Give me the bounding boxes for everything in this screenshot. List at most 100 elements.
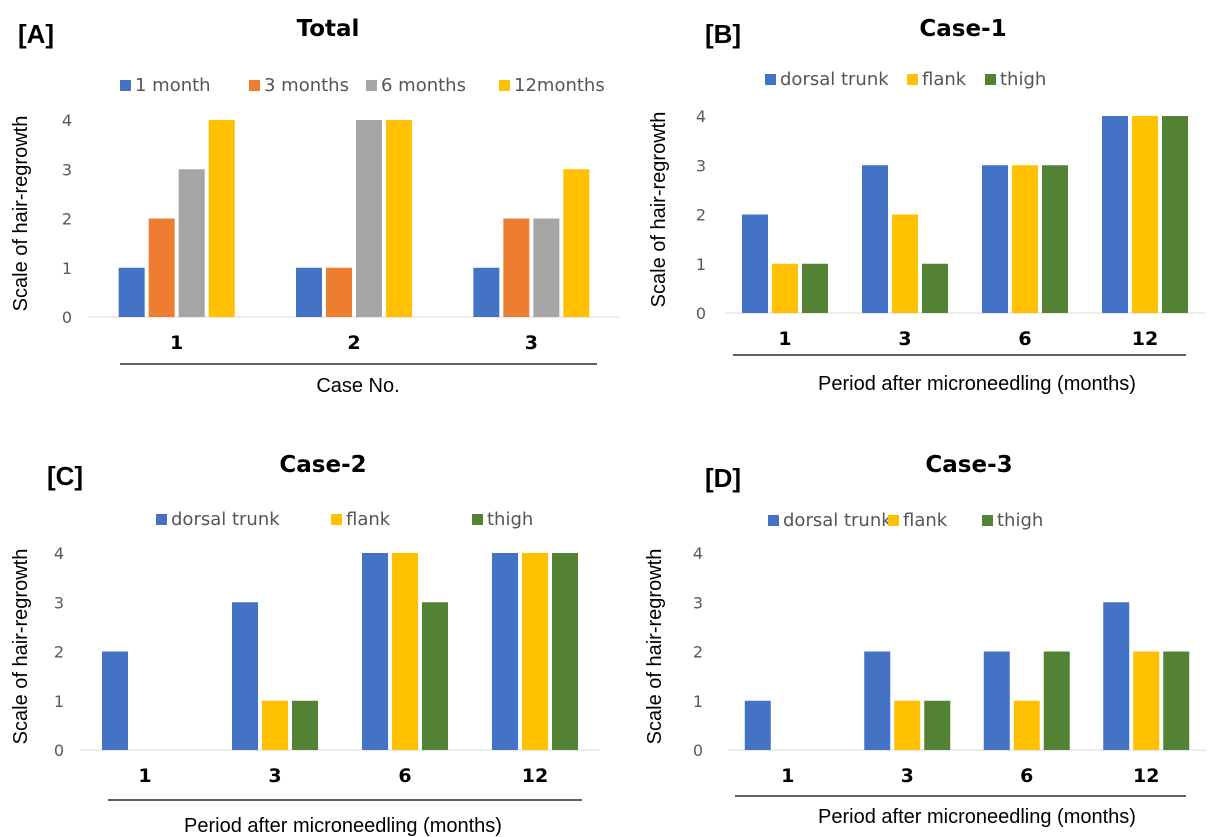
y-tick-label: 1 [62,259,72,278]
bar-thigh-6 [1043,651,1070,750]
bar-dorsal-trunk-3 [232,602,258,750]
bar-thigh-6 [422,602,448,750]
x-tick-label: 6 [1020,765,1033,787]
panel-letter: [B] [705,19,741,49]
bar-flank-3 [894,700,921,750]
legend-label: dorsal trunk [783,510,892,531]
y-tick-label: 2 [62,210,72,229]
bar-thigh-1 [802,263,828,313]
legend-swatch [982,515,993,526]
bar-dorsal-trunk-6 [362,553,388,750]
legend-swatch [499,80,510,91]
bar-thigh-3 [922,263,948,313]
bar-6-months-2 [356,120,382,317]
y-tick-label: 4 [54,544,64,563]
bar-dorsal-trunk-6 [983,651,1010,750]
y-axis: 0 1 2 3 4 [62,111,72,327]
bar-dorsal-trunk-1 [744,700,771,750]
legend: dorsal trunk flank thigh [765,69,1046,90]
bars [742,116,1188,313]
legend-label: 12months [514,75,605,96]
legend-label: dorsal trunk [171,509,280,530]
bar-flank-6 [392,553,418,750]
bar-flank-12 [1133,651,1160,750]
legend: dorsal trunk flank thigh [156,509,533,530]
x-tick-label: 12 [522,765,548,787]
bar-thigh-12 [552,553,578,750]
x-tick-label: 3 [525,332,538,354]
y-tick-label: 4 [696,107,706,126]
panel-letter: [A] [18,19,54,49]
legend-swatch [366,80,377,91]
bar-thigh-3 [924,700,951,750]
x-tick-label: 6 [398,765,411,787]
bar-dorsal-trunk-1 [102,651,128,750]
x-tick-label: 3 [901,765,914,787]
chart-title: Case-1 [919,16,1006,42]
legend-swatch [907,74,918,85]
bar-6-months-1 [178,169,205,317]
x-axis-title: Period after microneedling (months) [818,373,1136,395]
bar-1-month-1 [118,267,145,317]
legend-swatch [985,74,996,85]
bar-flank-6 [1013,700,1040,750]
bar-12months-3 [563,169,590,317]
y-tick-label: 4 [62,111,72,130]
legend-label: dorsal trunk [780,69,889,90]
legend-label: thigh [1000,69,1046,90]
y-tick-label: 1 [696,255,706,274]
chart-title: Total [297,16,360,42]
legend-swatch [765,74,776,85]
bars [102,553,578,750]
bar-3-months-1 [148,218,175,317]
y-tick-label: 4 [693,544,703,563]
bar-thigh-6 [1042,165,1068,313]
legend-swatch [120,80,131,91]
y-axis: 0 1 2 3 4 [696,107,706,323]
y-axis-title: Scale of hair-regrowth [644,549,666,745]
bar-thigh-12 [1163,651,1190,750]
y-tick-label: 3 [54,593,64,612]
y-axis-title: Scale of hair-regrowth [10,549,32,745]
x-axis-title: Period after microneedling (months) [184,815,502,837]
bar-dorsal-trunk-12 [1103,602,1130,750]
bar-dorsal-trunk-3 [862,165,888,313]
x-tick-label: 1 [170,332,183,354]
bar-1-month-2 [296,267,322,317]
y-axis: 0 1 2 3 4 [693,544,703,760]
legend-label: thigh [997,510,1043,531]
bar-dorsal-trunk-12 [1102,116,1128,313]
legend-label: flank [346,509,391,530]
legend: 1 month 3 months 6 months 12months [120,75,605,96]
bar-1-month-3 [473,267,500,317]
legend-label: thigh [487,509,533,530]
y-axis: 0 1 2 3 4 [54,544,64,760]
chart-panel-a: [A] Total 1 month 3 months 6 months 12months 0… [10,16,620,397]
legend-swatch [888,515,899,526]
bar-flank-12 [1132,116,1158,313]
y-tick-label: 2 [696,206,706,225]
bar-dorsal-trunk-3 [864,651,891,750]
x-tick-label: 2 [347,332,360,354]
legend-swatch [768,515,779,526]
x-tick-label: 3 [268,765,281,787]
bar-flank-3 [262,700,288,750]
y-tick-label: 0 [62,308,72,327]
bars [118,120,590,317]
bar-12months-1 [208,120,235,317]
bar-dorsal-trunk-12 [492,553,518,750]
legend-label: 3 months [264,75,349,96]
bar-flank-3 [892,214,918,313]
legend-label: 1 month [135,75,211,96]
chart-title: Case-2 [279,452,366,478]
bar-6-months-3 [533,218,560,317]
y-tick-label: 0 [693,741,703,760]
legend-label: 6 months [381,75,466,96]
legend-swatch [249,80,260,91]
x-axis-title: Period after microneedling (months) [818,806,1136,828]
y-tick-label: 2 [693,643,703,662]
legend-swatch [331,514,342,525]
